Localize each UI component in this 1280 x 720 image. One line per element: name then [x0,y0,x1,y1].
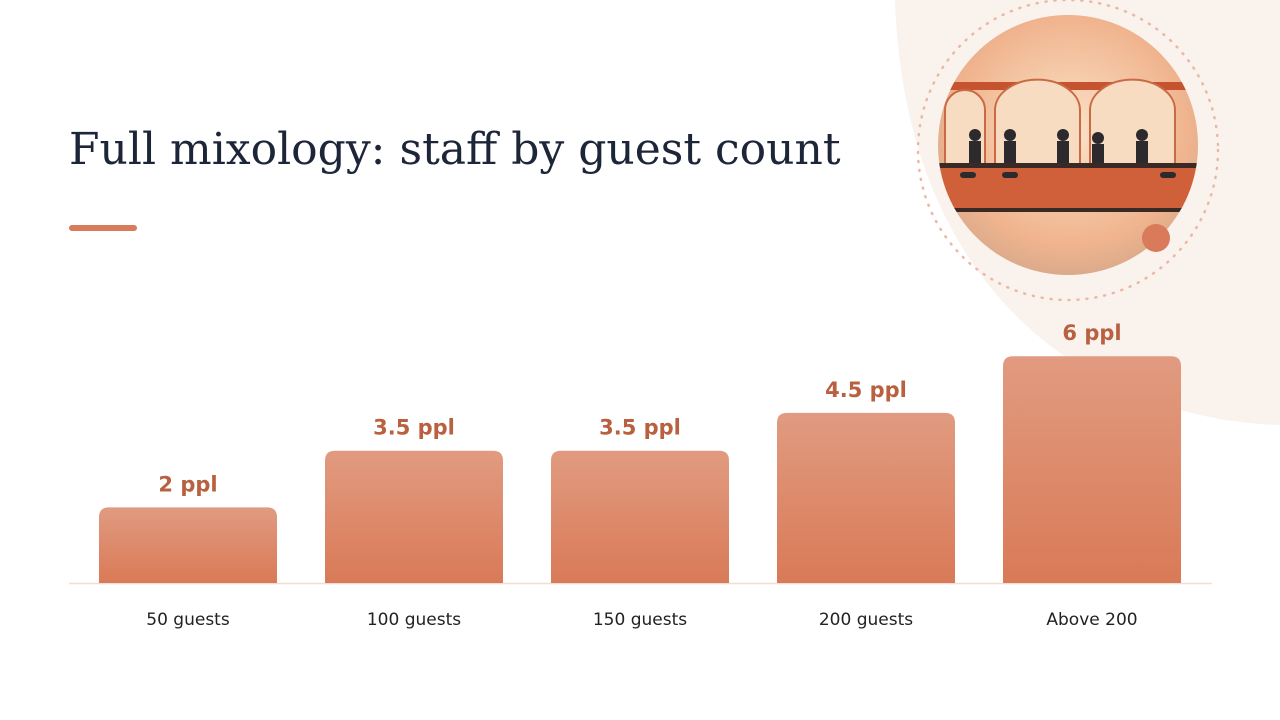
title-accent [69,225,137,231]
bar [777,412,955,583]
category-label: 150 guests [593,610,687,630]
value-label: 3.5 ppl [599,416,681,440]
value-label: 4.5 ppl [825,378,907,402]
category-label: 100 guests [367,610,461,630]
value-label: 2 ppl [158,472,217,496]
chart-title: Full mixology: staff by guest count [69,124,841,175]
value-label: 3.5 ppl [373,416,455,440]
decoration [895,0,1280,425]
value-label: 6 ppl [1062,321,1121,345]
bar-illustration [938,15,1198,275]
bar [1003,356,1181,583]
category-label: 200 guests [819,610,913,630]
category-label: 50 guests [146,610,230,630]
bar [99,507,277,583]
category-label: Above 200 [1046,610,1137,630]
bar [325,450,503,583]
bar [551,450,729,583]
